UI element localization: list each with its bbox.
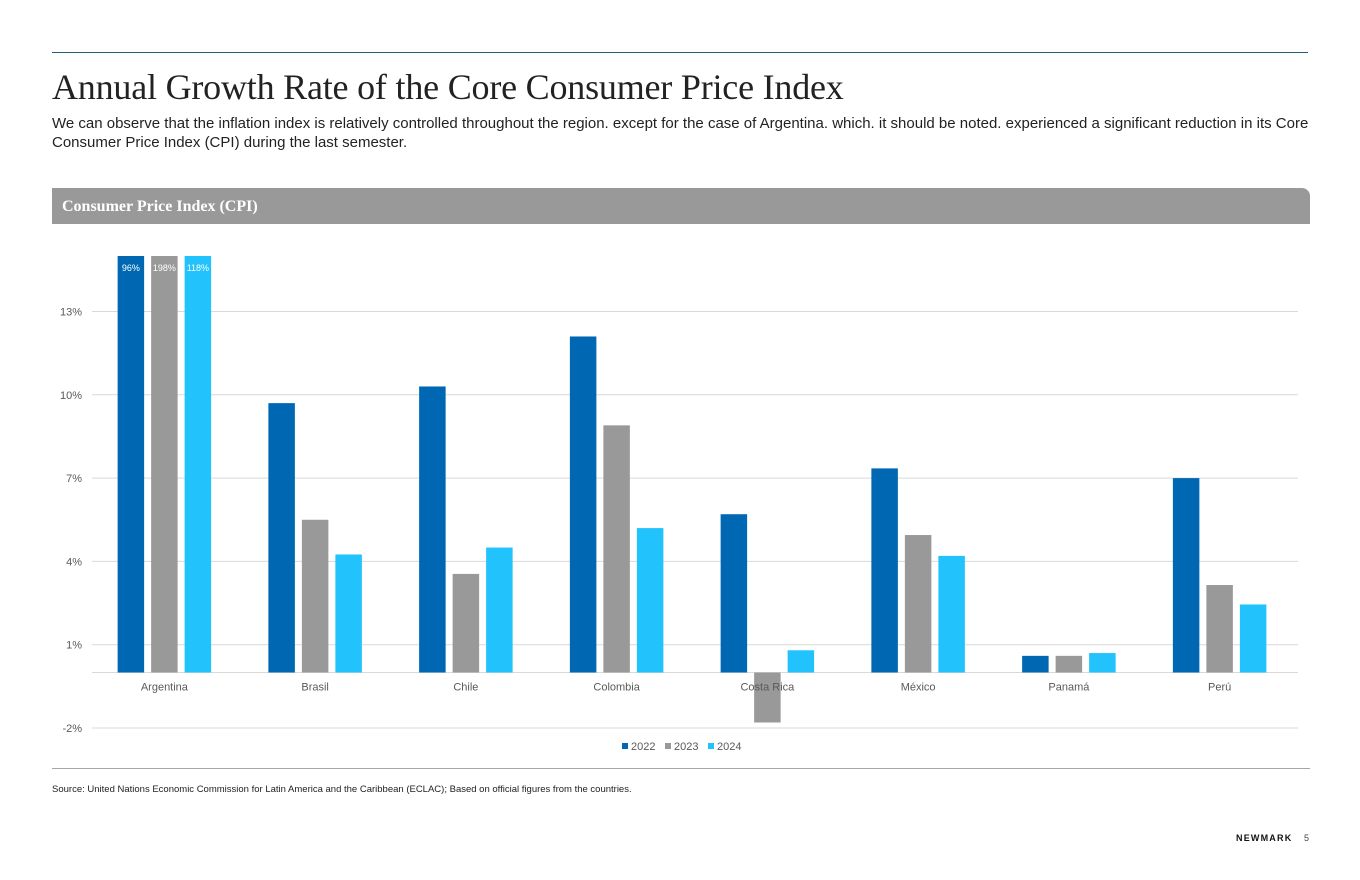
source-note: Source: United Nations Economic Commissi… — [52, 784, 632, 795]
legend-swatch-2022 — [622, 743, 628, 749]
x-tick-label: Perú — [1208, 682, 1231, 694]
bar-costa-rica-2023 — [754, 672, 781, 723]
bar-argentina-2023 — [151, 256, 178, 673]
page-number: 5 — [1304, 833, 1310, 843]
cpi-bar-chart: -2% 1% 4% 7% 10% 13% Argentina Brasil Chile Colo… — [60, 256, 1298, 753]
bar-argentina-2024 — [184, 256, 212, 673]
chart-panel-title: Consumer Price Index (CPI) — [62, 198, 258, 215]
y-axis-ticks: -2% 1% 4% 7% 10% 13% — [60, 306, 82, 735]
y-tick-label: 4% — [66, 556, 82, 568]
bar-brasil-2022 — [268, 403, 295, 673]
data-labels: 96% 198% 118% — [122, 263, 209, 273]
bar-chile-2024 — [486, 547, 513, 673]
x-tick-label: Brasil — [301, 682, 329, 694]
bottom-divider — [52, 768, 1310, 769]
legend-label-2024: 2024 — [717, 741, 741, 753]
chart-panel-header: Consumer Price Index (CPI) — [52, 188, 1310, 224]
bar-argentina-2022 — [117, 256, 145, 673]
x-tick-label: Panamá — [1048, 682, 1090, 694]
data-label: 96% — [122, 263, 140, 273]
bar-perú-2022 — [1172, 478, 1200, 673]
bars — [117, 256, 1267, 723]
legend-label-2023: 2023 — [674, 741, 698, 753]
x-tick-label: Colombia — [593, 682, 640, 694]
bar-chile-2023 — [452, 573, 480, 673]
x-axis-ticks: Argentina Brasil Chile Colombia Costa Rica Mé… — [141, 682, 1231, 694]
y-tick-label: 1% — [66, 640, 82, 652]
bar-perú-2024 — [1239, 604, 1267, 673]
bar-costa-rica-2024 — [787, 650, 815, 673]
x-tick-label: Argentina — [141, 682, 189, 694]
x-tick-label: México — [901, 682, 936, 694]
bar-méxico-2024 — [938, 555, 965, 673]
brand-logo: NEWMARK — [1236, 833, 1293, 843]
bar-colombia-2024 — [636, 528, 664, 673]
x-tick-label: Costa Rica — [740, 682, 795, 694]
legend-swatch-2023 — [665, 743, 671, 749]
legend-label-2022: 2022 — [631, 741, 655, 753]
page-title: Annual Growth Rate of the Core Consumer … — [52, 67, 844, 107]
bar-brasil-2023 — [301, 519, 329, 673]
bar-méxico-2022 — [871, 468, 898, 673]
bar-panamá-2023 — [1055, 655, 1083, 673]
legend-swatch-2024 — [708, 743, 714, 749]
y-tick-label: 7% — [66, 473, 82, 485]
bar-colombia-2023 — [603, 425, 630, 673]
bar-panamá-2022 — [1022, 655, 1049, 673]
source-text: United Nations Economic Commission for L… — [87, 784, 632, 795]
bar-colombia-2022 — [569, 336, 597, 673]
bar-méxico-2023 — [904, 535, 932, 673]
top-divider — [52, 52, 1308, 53]
intro-paragraph: We can observe that the inflation index … — [52, 115, 1309, 151]
y-tick-label: -2% — [62, 723, 82, 735]
bar-perú-2023 — [1206, 585, 1233, 673]
x-tick-label: Chile — [453, 682, 478, 694]
legend: 2022 2023 2024 — [622, 741, 741, 753]
y-tick-label: 10% — [60, 390, 82, 402]
y-tick-label: 13% — [60, 306, 82, 318]
bar-brasil-2024 — [335, 554, 362, 673]
source-label: Source: — [52, 784, 85, 795]
bar-costa-rica-2022 — [720, 514, 748, 673]
data-label: 198% — [153, 263, 176, 273]
bar-chile-2022 — [419, 386, 446, 673]
data-label: 118% — [187, 263, 209, 273]
bar-panamá-2024 — [1089, 653, 1116, 673]
